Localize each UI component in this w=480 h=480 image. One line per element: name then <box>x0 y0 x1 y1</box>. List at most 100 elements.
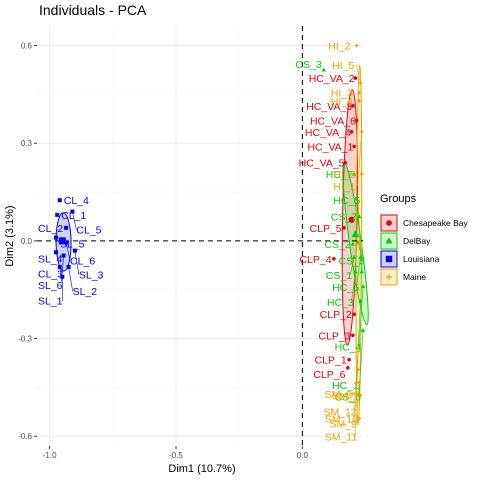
group-mean-point <box>355 240 363 248</box>
legend-label: Maine <box>403 272 426 282</box>
data-point <box>347 357 351 362</box>
data-point <box>332 256 336 261</box>
data-point <box>346 366 350 370</box>
point-label: CL_1 <box>61 210 86 222</box>
data-point <box>357 416 362 421</box>
point-label: HC_VA_5 <box>299 158 345 170</box>
point-label: SM_7 <box>332 391 360 403</box>
data-point <box>358 254 363 259</box>
label-connector <box>356 257 361 288</box>
label-connector <box>65 242 71 261</box>
x-tick-label: 0.0 <box>297 451 309 460</box>
point-label: HC_7 <box>326 169 353 181</box>
point-label: HI_2 <box>328 41 350 53</box>
data-point <box>358 298 363 303</box>
label-connector <box>356 301 361 386</box>
data-point <box>359 172 364 177</box>
data-point <box>321 67 327 72</box>
point-label: SM_10 <box>325 413 358 425</box>
point-label: HI_5 <box>332 60 354 72</box>
legend-label: Louisiana <box>403 254 440 264</box>
point-label: HC_VA_3 <box>306 101 352 113</box>
data-point <box>351 333 355 338</box>
point-label: CL_5 <box>76 225 101 237</box>
data-point <box>352 144 356 149</box>
point-label: SM_12 <box>323 407 356 419</box>
point-label: HI_3 <box>331 88 353 100</box>
data-point <box>350 241 356 246</box>
group-mean-point <box>58 237 66 245</box>
x-tick-label: -0.5 <box>169 451 183 460</box>
legend-item: Maine <box>380 268 426 286</box>
data-point <box>360 284 366 289</box>
point-label: CL_6 <box>70 256 95 268</box>
data-point <box>357 214 362 219</box>
point-label: CLP_6 <box>313 369 345 381</box>
point-label: HI_4 <box>331 96 353 108</box>
group-mean-point <box>348 216 355 223</box>
point-label: HI_1 <box>333 181 355 193</box>
label-connector <box>353 351 359 412</box>
point-label: CS_2 <box>324 239 350 251</box>
point-label: CLP_3 <box>318 330 350 342</box>
label-connector <box>354 382 360 437</box>
label-connector <box>349 257 355 276</box>
data-point <box>354 118 359 123</box>
panel-background <box>37 26 363 446</box>
data-point <box>352 312 356 316</box>
data-point <box>357 98 362 103</box>
data-point <box>53 250 58 255</box>
legend-item: Chesapeake Bay <box>380 214 468 232</box>
group-mean-point <box>351 230 360 238</box>
point-label: CS_1 <box>326 270 352 282</box>
y-tick-label: 0.0 <box>21 237 33 246</box>
legend-title: Groups <box>380 193 417 205</box>
label-connector <box>353 369 359 424</box>
point-label: HC_3 <box>327 297 354 309</box>
y-tick-label: 0.3 <box>21 139 33 148</box>
legend: Groups Chesapeake Bay DelBay Louisiana Main… <box>380 193 468 286</box>
point-label: HC_1 <box>332 380 359 392</box>
label-connector <box>68 266 73 291</box>
legend-marker <box>385 237 393 244</box>
point-label: SM_11 <box>325 432 358 444</box>
point-label: SL_6 <box>38 280 63 292</box>
label-connector <box>357 199 363 272</box>
point-label: HC_VA_4 <box>305 127 351 139</box>
point-label: CS_3 <box>295 59 321 71</box>
data-point <box>360 328 366 333</box>
legend-marker <box>385 255 393 263</box>
point-label: CL_3 <box>38 269 63 281</box>
y-tick-label: -0.3 <box>18 335 32 344</box>
chart-title: Individuals - PCA <box>39 2 147 18</box>
y-axis-label: Dim2 (3.1%) <box>4 205 16 266</box>
point-label: HC_6 <box>332 282 359 294</box>
label-connector <box>356 64 361 84</box>
data-point <box>358 393 363 398</box>
label-connector <box>62 255 64 274</box>
legend-marker <box>385 273 393 281</box>
point-label: SL_2 <box>73 286 98 298</box>
data-point <box>53 235 58 240</box>
point-label: HC_VA_2 <box>309 73 355 85</box>
label-connector <box>357 131 363 186</box>
point-label: HC_4 <box>335 341 362 353</box>
legend-label: Chesapeake Bay <box>403 218 468 228</box>
point-label: HI_6 <box>333 169 355 181</box>
point-label: HC_5 <box>333 195 360 207</box>
point-label: CLP_5 <box>310 223 342 235</box>
x-axis-label: Dim1 (10.7%) <box>168 463 235 475</box>
label-connector <box>358 286 364 347</box>
data-point <box>343 160 348 165</box>
point-label: HC_VA_6 <box>310 115 356 127</box>
point-label: SL_3 <box>79 270 104 282</box>
data-point <box>353 76 358 80</box>
data-point <box>342 226 346 230</box>
point-label: CLP_1 <box>315 355 347 367</box>
legend-item: Louisiana <box>380 250 440 268</box>
label-connector <box>351 271 356 302</box>
legend-item: DelBay <box>380 232 431 250</box>
label-connector <box>72 211 77 230</box>
point-label: SM_9 <box>330 418 358 430</box>
